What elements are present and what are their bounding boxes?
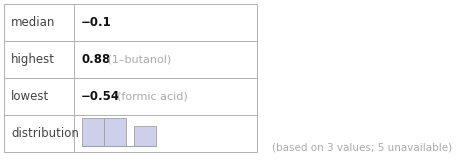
Text: (based on 3 values; 5 unavailable): (based on 3 values; 5 unavailable) bbox=[272, 142, 452, 152]
Text: distribution: distribution bbox=[11, 127, 79, 140]
Bar bbox=[82, 118, 104, 146]
Text: (formic acid): (formic acid) bbox=[110, 92, 188, 102]
Text: 0.88: 0.88 bbox=[81, 53, 110, 66]
Text: −0.1: −0.1 bbox=[81, 16, 112, 29]
Text: lowest: lowest bbox=[11, 90, 49, 103]
Text: −0.54: −0.54 bbox=[81, 90, 120, 103]
Bar bbox=[134, 126, 156, 146]
Text: highest: highest bbox=[11, 53, 55, 66]
Bar bbox=[104, 118, 126, 146]
Text: median: median bbox=[11, 16, 55, 29]
Text: (1–butanol): (1–butanol) bbox=[104, 54, 171, 64]
Bar bbox=[4, 4, 257, 152]
Bar bbox=[4, 4, 257, 152]
